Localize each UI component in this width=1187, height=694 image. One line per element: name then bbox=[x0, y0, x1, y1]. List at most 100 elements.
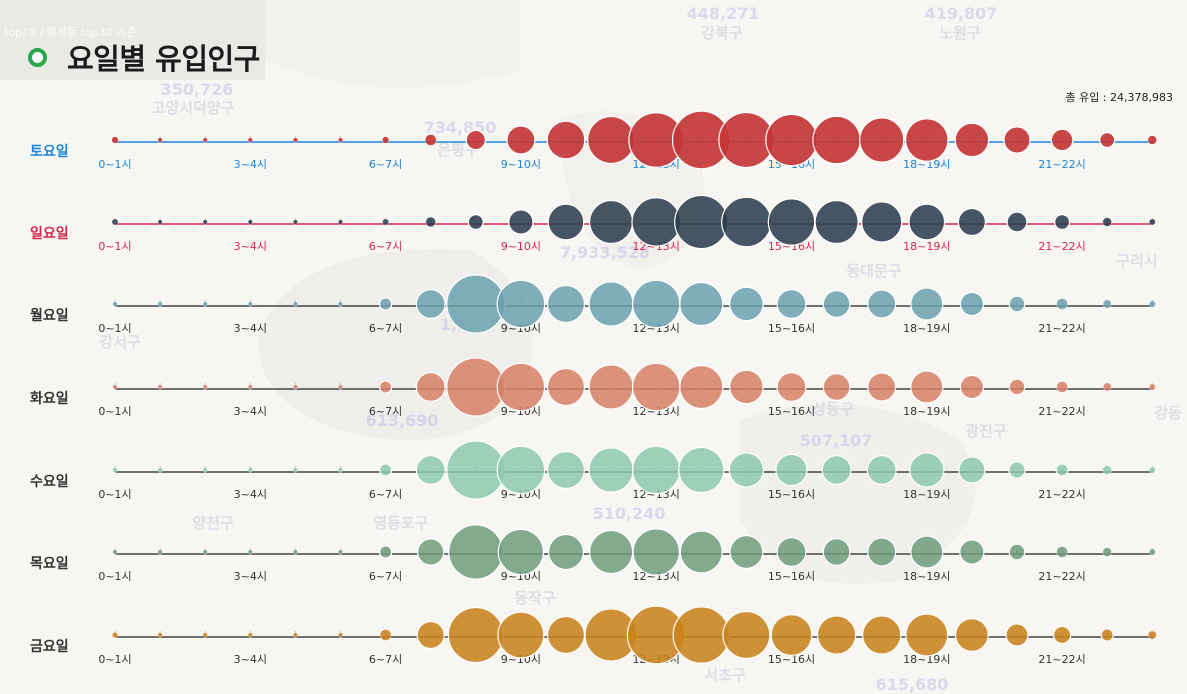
bubble-금요일-17~18시[interactable] bbox=[861, 615, 902, 655]
bubble-일요일-4~5시[interactable] bbox=[292, 219, 298, 225]
bubble-일요일-16~17시[interactable] bbox=[814, 199, 859, 245]
bubble-금요일-18~19시[interactable] bbox=[905, 613, 949, 657]
bubble-수요일-5~6시[interactable] bbox=[338, 467, 344, 473]
bubble-일요일-5~6시[interactable] bbox=[338, 219, 344, 225]
bubble-월요일-18~19시[interactable] bbox=[910, 287, 944, 321]
bubble-금요일-21~22시[interactable] bbox=[1052, 625, 1072, 645]
bubble-금요일-1~2시[interactable] bbox=[157, 632, 163, 638]
bubble-화요일-14~15시[interactable] bbox=[729, 369, 764, 405]
bubble-월요일-5~6시[interactable] bbox=[338, 301, 344, 307]
bubble-일요일-17~18시[interactable] bbox=[861, 201, 903, 243]
bubble-목요일-15~16시[interactable] bbox=[776, 537, 807, 567]
bubble-목요일-17~18시[interactable] bbox=[867, 537, 897, 567]
bubble-화요일-1~2시[interactable] bbox=[157, 384, 163, 390]
bubble-화요일-22~23시[interactable] bbox=[1102, 382, 1112, 392]
bubble-화요일-6~7시[interactable] bbox=[378, 380, 393, 394]
bubble-수요일-19~20시[interactable] bbox=[958, 456, 986, 484]
bubble-월요일-16~17시[interactable] bbox=[822, 290, 851, 318]
bubble-월요일-23~24시[interactable] bbox=[1148, 300, 1156, 308]
bubble-수요일-23~24시[interactable] bbox=[1148, 466, 1156, 474]
bubble-금요일-16~17시[interactable] bbox=[816, 615, 857, 655]
bubble-목요일-21~22시[interactable] bbox=[1056, 546, 1068, 558]
bubble-화요일-0~1시[interactable] bbox=[112, 384, 118, 390]
bubble-목요일-6~7시[interactable] bbox=[378, 545, 393, 559]
bubble-목요일-8~9시[interactable] bbox=[448, 524, 504, 580]
bubble-금요일-15~16시[interactable] bbox=[770, 614, 813, 656]
bubble-월요일-10~11시[interactable] bbox=[546, 284, 586, 324]
bubble-목요일-22~23시[interactable] bbox=[1102, 547, 1112, 557]
bubble-목요일-20~21시[interactable] bbox=[1008, 543, 1026, 561]
bubble-월요일-13~14시[interactable] bbox=[679, 281, 724, 327]
bubble-화요일-18~19시[interactable] bbox=[910, 370, 944, 404]
bubble-월요일-21~22시[interactable] bbox=[1056, 298, 1068, 310]
bubble-토요일-10~11시[interactable] bbox=[546, 120, 586, 160]
bubble-수요일-4~5시[interactable] bbox=[292, 467, 298, 473]
bubble-월요일-19~20시[interactable] bbox=[959, 291, 985, 317]
bubble-토요일-18~19시[interactable] bbox=[904, 118, 949, 162]
bubble-토요일-2~3시[interactable] bbox=[202, 137, 208, 143]
bubble-수요일-20~21시[interactable] bbox=[1008, 461, 1026, 479]
bubble-화요일-5~6시[interactable] bbox=[338, 384, 344, 390]
bubble-수요일-11~12시[interactable] bbox=[588, 447, 634, 493]
bubble-목요일-7~8시[interactable] bbox=[417, 538, 445, 566]
bubble-월요일-6~7시[interactable] bbox=[378, 297, 393, 311]
bubble-토요일-15~16시[interactable] bbox=[765, 113, 818, 167]
bubble-일요일-10~11시[interactable] bbox=[547, 203, 585, 241]
bubble-일요일-20~21시[interactable] bbox=[1006, 211, 1028, 233]
bubble-일요일-15~16시[interactable] bbox=[767, 198, 816, 246]
bubble-토요일-0~1시[interactable] bbox=[111, 136, 119, 144]
bubble-토요일-23~24시[interactable] bbox=[1147, 135, 1157, 145]
bubble-목요일-11~12시[interactable] bbox=[588, 529, 634, 575]
bubble-금요일-8~9시[interactable] bbox=[447, 606, 504, 664]
bubble-수요일-12~13시[interactable] bbox=[631, 445, 681, 495]
bubble-일요일-18~19시[interactable] bbox=[908, 203, 946, 241]
bubble-목요일-23~24시[interactable] bbox=[1148, 548, 1156, 556]
bubble-일요일-0~1시[interactable] bbox=[111, 218, 119, 226]
bubble-화요일-8~9시[interactable] bbox=[446, 357, 506, 417]
bubble-토요일-21~22시[interactable] bbox=[1050, 128, 1074, 152]
bubble-일요일-1~2시[interactable] bbox=[157, 219, 163, 225]
bubble-목요일-14~15시[interactable] bbox=[729, 535, 764, 569]
bubble-토요일-22~23시[interactable] bbox=[1099, 131, 1116, 149]
bubble-목요일-2~3시[interactable] bbox=[202, 549, 208, 555]
bubble-금요일-4~5시[interactable] bbox=[292, 632, 298, 638]
bubble-화요일-20~21시[interactable] bbox=[1008, 378, 1026, 396]
bubble-금요일-10~11시[interactable] bbox=[546, 615, 586, 655]
bubble-목요일-9~10시[interactable] bbox=[497, 528, 545, 576]
bubble-수요일-7~8시[interactable] bbox=[415, 455, 446, 485]
bubble-토요일-5~6시[interactable] bbox=[338, 137, 344, 143]
bubble-금요일-6~7시[interactable] bbox=[379, 629, 392, 641]
bubble-금요일-22~23시[interactable] bbox=[1100, 628, 1114, 642]
bubble-월요일-20~21시[interactable] bbox=[1008, 295, 1026, 313]
bubble-화요일-15~16시[interactable] bbox=[776, 372, 807, 402]
bubble-월요일-3~4시[interactable] bbox=[247, 301, 253, 307]
bubble-수요일-8~9시[interactable] bbox=[446, 440, 506, 500]
bubble-화요일-2~3시[interactable] bbox=[202, 384, 208, 390]
bubble-수요일-13~14시[interactable] bbox=[678, 446, 725, 494]
bubble-수요일-17~18시[interactable] bbox=[866, 455, 897, 485]
bubble-수요일-2~3시[interactable] bbox=[202, 467, 208, 473]
bubble-월요일-1~2시[interactable] bbox=[157, 301, 163, 307]
bubble-목요일-5~6시[interactable] bbox=[338, 549, 344, 555]
bubble-금요일-14~15시[interactable] bbox=[722, 610, 771, 660]
bubble-일요일-3~4시[interactable] bbox=[247, 219, 253, 225]
bubble-토요일-1~2시[interactable] bbox=[157, 137, 163, 143]
bubble-수요일-16~17시[interactable] bbox=[821, 455, 852, 485]
bubble-일요일-13~14시[interactable] bbox=[674, 194, 729, 250]
bubble-월요일-2~3시[interactable] bbox=[202, 301, 208, 307]
bubble-토요일-20~21시[interactable] bbox=[1003, 126, 1031, 154]
bubble-화요일-17~18시[interactable] bbox=[867, 372, 897, 402]
bubble-금요일-19~20시[interactable] bbox=[954, 618, 989, 652]
bubble-월요일-17~18시[interactable] bbox=[867, 289, 897, 319]
bubble-토요일-4~5시[interactable] bbox=[292, 137, 298, 143]
bubble-토요일-19~20시[interactable] bbox=[954, 122, 990, 158]
bubble-금요일-20~21시[interactable] bbox=[1005, 623, 1029, 647]
bubble-목요일-1~2시[interactable] bbox=[157, 549, 163, 555]
bubble-일요일-19~20시[interactable] bbox=[957, 207, 987, 237]
bubble-목요일-0~1시[interactable] bbox=[112, 549, 118, 555]
bubble-토요일-17~18시[interactable] bbox=[859, 117, 905, 163]
bubble-화요일-16~17시[interactable] bbox=[822, 373, 851, 401]
bubble-화요일-13~14시[interactable] bbox=[679, 364, 724, 410]
bubble-일요일-21~22시[interactable] bbox=[1054, 213, 1071, 231]
bubble-일요일-11~12시[interactable] bbox=[588, 199, 634, 245]
